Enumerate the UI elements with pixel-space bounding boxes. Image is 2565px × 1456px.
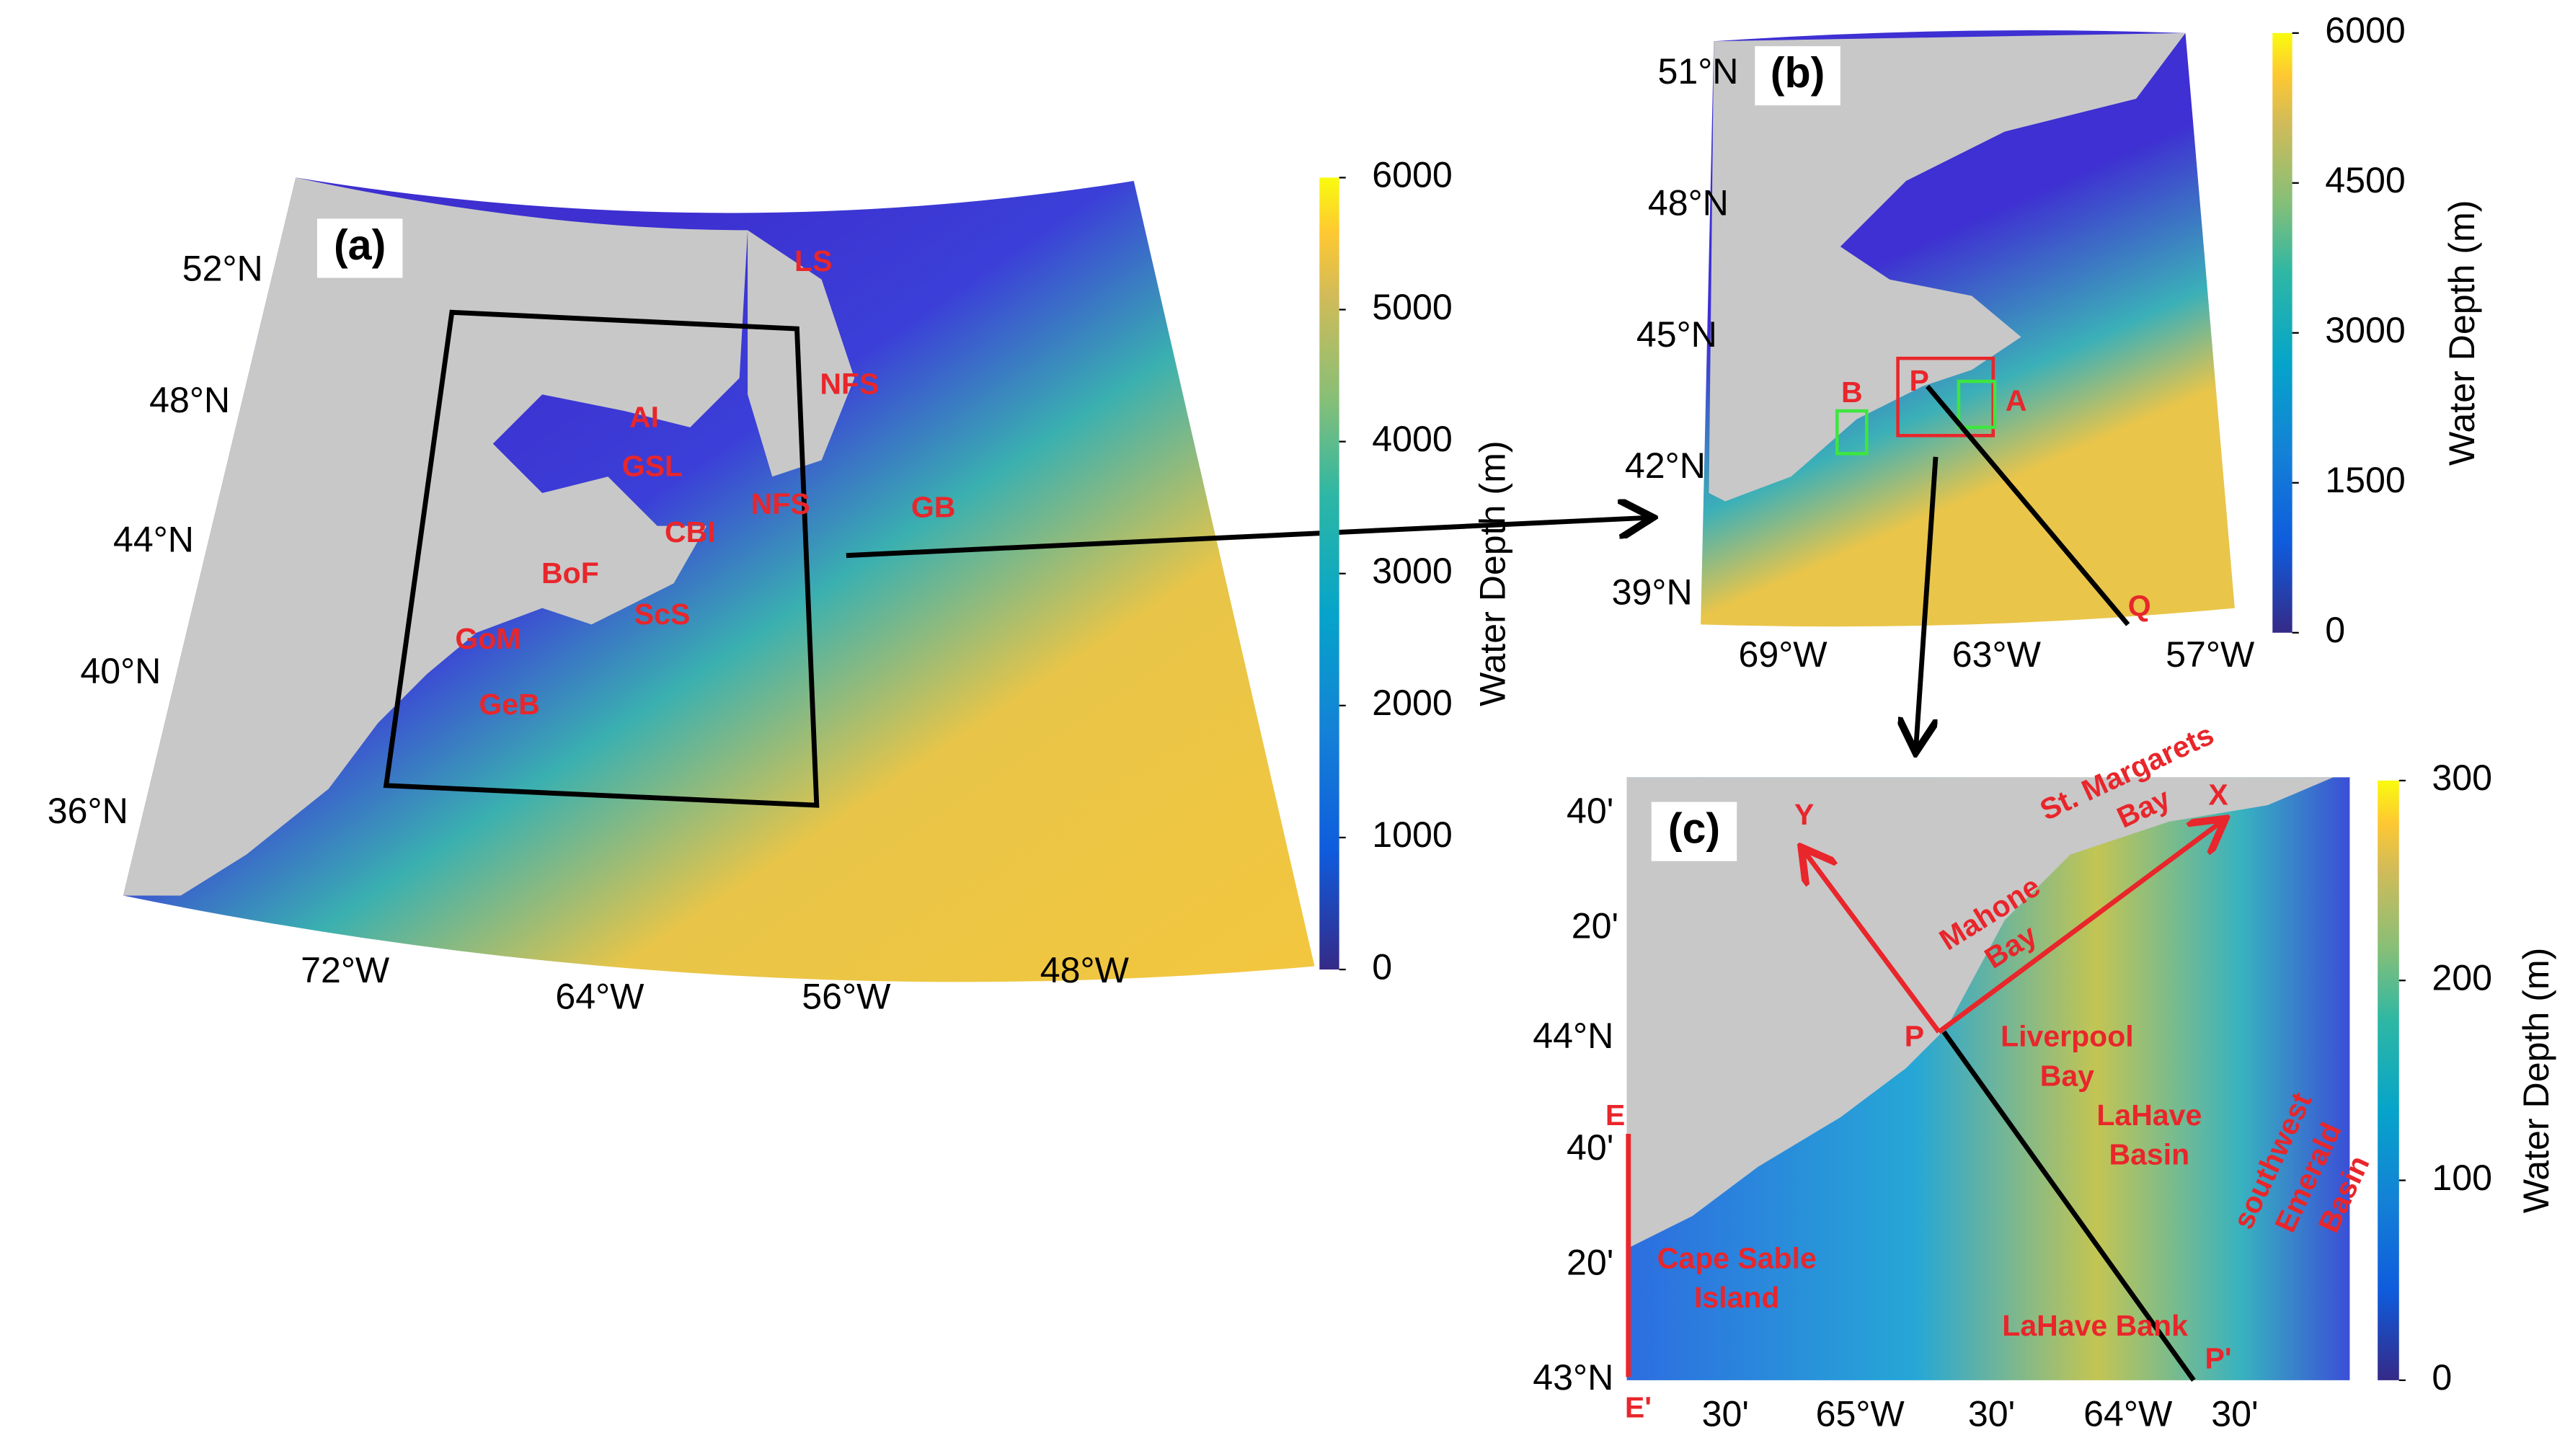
label: 42°N: [1625, 445, 1706, 486]
label: LaHave: [2096, 1098, 2202, 1132]
label: 2000: [1372, 683, 1453, 723]
label: GoM: [455, 622, 520, 655]
label: 100: [2432, 1158, 2492, 1198]
label: 39°N: [1612, 572, 1693, 613]
colorbar: [1319, 177, 1339, 970]
label: 63°W: [1952, 634, 2042, 675]
label: 36°N: [48, 791, 128, 831]
label: GSL: [622, 450, 683, 483]
label: 30': [1968, 1393, 2015, 1434]
label: 57°W: [2166, 634, 2255, 675]
label: A: [2006, 384, 2027, 417]
label: 40': [1567, 1127, 1613, 1168]
label: 51°N: [1658, 51, 1739, 92]
label: 44°N: [1533, 1016, 1613, 1056]
arrow: [1916, 456, 1939, 747]
label: 48°W: [1040, 950, 1130, 990]
map-land: [1626, 777, 2334, 1249]
label: 48°N: [1648, 182, 1729, 223]
axis-x: [1937, 822, 2222, 1034]
label: E: [1605, 1098, 1625, 1132]
panel-label-bg: [316, 218, 403, 278]
label: 200: [2432, 958, 2492, 998]
map-land: [748, 230, 855, 477]
label: LaHave Bank: [2002, 1309, 2188, 1342]
label: 0: [2325, 610, 2345, 650]
label: E': [1625, 1391, 1652, 1424]
label: P': [2205, 1341, 2232, 1375]
label: 65°W: [1816, 1393, 1905, 1434]
label: 30': [1702, 1393, 1749, 1434]
arrow: [846, 518, 1648, 559]
green-box: [1957, 379, 1997, 430]
label: P: [1910, 364, 1929, 397]
label: 43°N: [1533, 1357, 1613, 1398]
label: 1500: [2325, 460, 2406, 500]
label: Liverpool: [2001, 1020, 2134, 1053]
panel-label: (b): [1771, 48, 1825, 97]
label: 300: [2432, 758, 2492, 798]
label: 69°W: [1738, 634, 1828, 675]
label: 4500: [2325, 160, 2406, 200]
panel-label: (a): [334, 221, 386, 269]
label: 40°N: [80, 651, 161, 691]
label: Water Depth (m): [2516, 948, 2556, 1214]
label: Cape Sable: [1657, 1241, 1817, 1274]
label: 5000: [1372, 287, 1453, 327]
label: Q: [2128, 589, 2151, 622]
label: B: [1841, 376, 1863, 409]
label: NFS: [820, 368, 879, 401]
label: Island: [1694, 1281, 1780, 1314]
label: 30': [2211, 1393, 2258, 1434]
label: CBI: [665, 515, 716, 549]
label: Water Depth (m): [2442, 200, 2482, 466]
label: 44°N: [113, 520, 194, 560]
label: 64°W: [555, 976, 644, 1016]
label: Water Depth (m): [1472, 440, 1512, 706]
label: BoF: [541, 556, 599, 590]
green-box: [1835, 409, 1869, 456]
map-land: [1709, 32, 2186, 502]
transect: [1941, 1030, 2196, 1382]
label: 0: [1372, 946, 1392, 987]
label: 64°W: [2083, 1393, 2173, 1434]
label: 3000: [1372, 551, 1453, 591]
map-land: [123, 177, 748, 896]
label: P: [1905, 1020, 1924, 1053]
label: 20': [1572, 905, 1618, 946]
colorbar: [2272, 32, 2292, 633]
label: Basin: [2109, 1138, 2189, 1171]
label: Bay: [2040, 1059, 2094, 1092]
label: GeB: [479, 688, 539, 721]
label: 3000: [2325, 310, 2406, 350]
label: Y: [1794, 798, 1814, 831]
label: 4000: [1372, 419, 1453, 459]
label: 48°N: [149, 380, 230, 420]
label: GB: [911, 491, 956, 524]
panel-label-bg: [1755, 46, 1840, 106]
panel-label: (c): [1668, 804, 1720, 852]
label: AI: [629, 400, 659, 433]
label: 40': [1567, 791, 1613, 831]
label: 0: [2432, 1357, 2452, 1398]
label: X: [2208, 778, 2228, 812]
label: NFS: [751, 487, 810, 520]
label: 1000: [1372, 814, 1453, 855]
label: 45°N: [1636, 314, 1717, 355]
label: 56°W: [802, 976, 891, 1016]
label: 52°N: [182, 249, 263, 289]
axis-y: [1804, 851, 1941, 1034]
label: LS: [794, 244, 832, 278]
label: 6000: [1372, 155, 1453, 195]
label: 20': [1567, 1243, 1613, 1283]
colorbar: [2378, 780, 2399, 1380]
transect: [1926, 384, 2130, 626]
label: 6000: [2325, 10, 2406, 50]
label: 72°W: [301, 950, 390, 990]
panel-label-bg: [1651, 802, 1737, 861]
study-box: [383, 309, 820, 808]
label: ScS: [634, 598, 691, 631]
